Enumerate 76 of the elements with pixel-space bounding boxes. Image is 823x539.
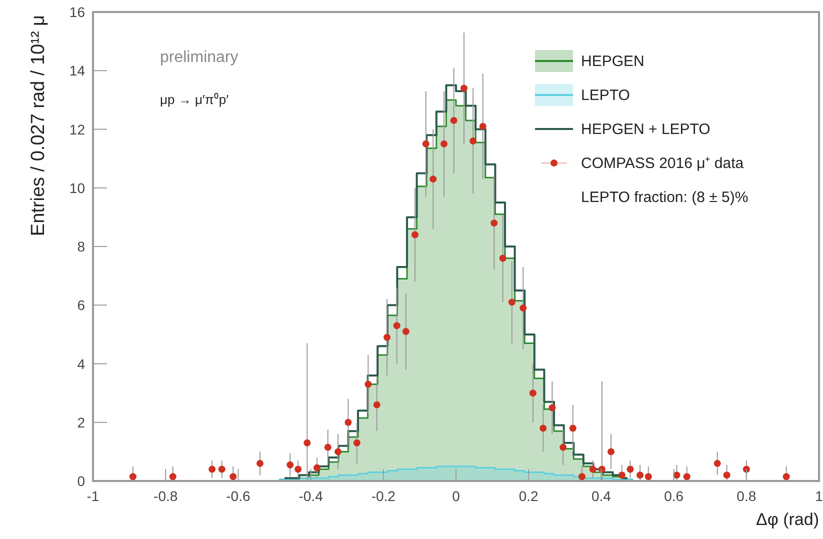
point xyxy=(373,401,380,408)
annotation: preliminary xyxy=(160,49,238,66)
point xyxy=(569,424,576,432)
x-tick-label: 0.8 xyxy=(736,488,756,504)
x-tick-label: 0.6 xyxy=(664,488,684,504)
y-tick-label: 6 xyxy=(77,297,86,314)
y-tick-label: 4 xyxy=(77,356,86,372)
point xyxy=(714,460,721,467)
legend-label: HEPGEN + LEPTO xyxy=(581,121,710,138)
y-tick-label: 2 xyxy=(77,414,86,430)
y-axis-title: Entries / 0.027 rad / 10¹² μ xyxy=(28,15,49,236)
point xyxy=(422,140,430,148)
point xyxy=(324,444,332,451)
y-tick-label: 16 xyxy=(69,4,86,20)
point xyxy=(218,466,226,473)
point xyxy=(490,220,498,227)
point xyxy=(723,472,730,479)
point xyxy=(353,439,360,446)
x-axis-title: Δφ (rad) xyxy=(756,510,819,529)
point xyxy=(470,137,477,144)
point xyxy=(499,254,506,262)
point xyxy=(589,466,596,473)
point xyxy=(129,473,136,480)
x-tick-label: -1 xyxy=(86,488,100,504)
point xyxy=(683,473,690,480)
y-tick-label: 10 xyxy=(69,180,86,196)
point xyxy=(540,424,547,432)
x-tick-label: -0.6 xyxy=(226,488,250,504)
point xyxy=(344,418,352,426)
point xyxy=(256,460,264,467)
point xyxy=(520,304,527,312)
x-tick-label: 0 xyxy=(452,488,460,504)
point xyxy=(411,231,418,238)
point xyxy=(430,176,437,183)
annotation: LEPTO fraction: (8 ± 5)% xyxy=(581,189,748,206)
y-tick-label: 14 xyxy=(69,62,86,79)
x-tick-label: -0.8 xyxy=(154,488,178,504)
y-tick-label: 8 xyxy=(77,238,86,254)
point xyxy=(578,473,586,480)
legend-label: LEPTO xyxy=(581,87,630,104)
legend-label: HEPGEN xyxy=(581,53,644,70)
point xyxy=(529,390,536,397)
point xyxy=(626,466,634,473)
x-tick-label: -0.2 xyxy=(371,488,396,504)
point xyxy=(169,473,176,480)
point xyxy=(782,473,790,480)
point xyxy=(402,328,410,336)
point xyxy=(384,334,391,341)
x-tick-label: -0.4 xyxy=(298,488,324,504)
point xyxy=(304,439,311,446)
point xyxy=(618,472,626,479)
point xyxy=(560,444,567,451)
point xyxy=(636,472,644,479)
point xyxy=(313,464,320,472)
point xyxy=(294,466,302,473)
point xyxy=(286,461,294,468)
point xyxy=(608,448,614,456)
x-tick-label: 0.2 xyxy=(518,488,539,504)
point xyxy=(440,140,448,148)
annotation: μp → μ′π⁰p′ xyxy=(160,92,230,107)
point xyxy=(479,122,486,130)
point xyxy=(460,84,468,92)
point xyxy=(508,298,516,306)
point xyxy=(548,404,556,412)
legend-label: COMPASS 2016 μ⁺ data xyxy=(581,155,744,172)
point xyxy=(364,380,372,388)
point xyxy=(644,473,652,480)
x-tick-label: 0.4 xyxy=(591,488,612,504)
point xyxy=(230,473,237,480)
y-tick-label: 0 xyxy=(77,473,86,489)
point xyxy=(208,466,216,473)
point xyxy=(450,116,458,124)
point xyxy=(393,322,400,330)
x-tick-label: 1 xyxy=(815,488,823,504)
y-tick-label: 12 xyxy=(69,121,86,138)
point xyxy=(334,448,342,456)
